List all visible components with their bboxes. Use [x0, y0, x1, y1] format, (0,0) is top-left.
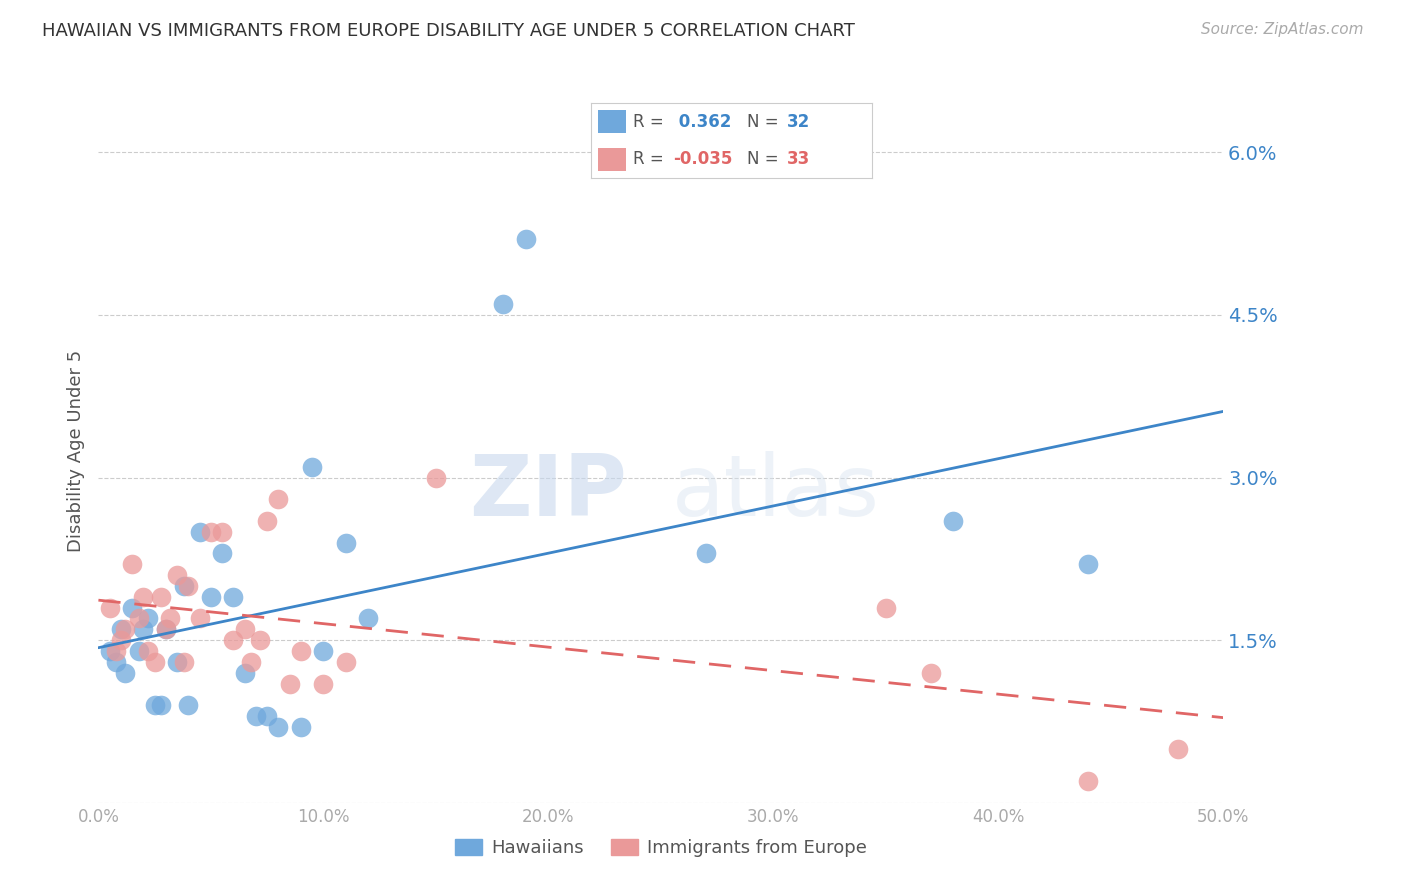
- Point: [188, 524, 211, 539]
- Text: N =: N =: [747, 151, 783, 169]
- Bar: [598, 111, 626, 133]
- Point: [312, 644, 335, 658]
- Point: [166, 568, 188, 582]
- Point: [128, 644, 150, 658]
- Text: N =: N =: [747, 112, 783, 130]
- Point: [222, 590, 245, 604]
- Point: [114, 623, 136, 637]
- Point: [105, 644, 128, 658]
- Point: [301, 459, 323, 474]
- Point: [290, 720, 312, 734]
- Point: [312, 676, 335, 690]
- Point: [278, 676, 301, 690]
- Text: 32: 32: [787, 112, 811, 130]
- Point: [155, 623, 177, 637]
- Point: [155, 623, 177, 637]
- Point: [875, 600, 897, 615]
- Point: [920, 665, 942, 680]
- Point: [143, 655, 166, 669]
- Point: [150, 590, 173, 604]
- Point: [267, 492, 290, 507]
- Point: [166, 655, 188, 669]
- Point: [132, 590, 155, 604]
- Point: [110, 623, 132, 637]
- Point: [136, 611, 159, 625]
- Text: R =: R =: [633, 112, 669, 130]
- Point: [150, 698, 173, 713]
- Point: [200, 524, 222, 539]
- Y-axis label: Disability Age Under 5: Disability Age Under 5: [66, 350, 84, 551]
- Point: [240, 655, 263, 669]
- Point: [188, 611, 211, 625]
- Text: Source: ZipAtlas.com: Source: ZipAtlas.com: [1201, 22, 1364, 37]
- Point: [335, 655, 357, 669]
- Point: [121, 600, 143, 615]
- Point: [492, 297, 515, 311]
- Point: [1077, 774, 1099, 789]
- Point: [177, 698, 200, 713]
- Point: [249, 633, 271, 648]
- Point: [290, 644, 312, 658]
- Point: [695, 546, 717, 560]
- Point: [110, 633, 132, 648]
- Point: [256, 514, 278, 528]
- Point: [132, 623, 155, 637]
- Legend: Hawaiians, Immigrants from Europe: Hawaiians, Immigrants from Europe: [447, 831, 875, 864]
- Point: [1077, 558, 1099, 572]
- Point: [200, 590, 222, 604]
- Point: [128, 611, 150, 625]
- Point: [222, 633, 245, 648]
- Point: [233, 623, 256, 637]
- Point: [335, 535, 357, 549]
- Text: 33: 33: [787, 151, 811, 169]
- Point: [105, 655, 128, 669]
- Point: [942, 514, 965, 528]
- Text: ZIP: ZIP: [470, 451, 627, 534]
- Bar: [598, 148, 626, 171]
- Point: [98, 600, 121, 615]
- Point: [211, 546, 233, 560]
- Point: [121, 558, 143, 572]
- Point: [114, 665, 136, 680]
- Point: [177, 579, 200, 593]
- Point: [1167, 741, 1189, 756]
- Point: [143, 698, 166, 713]
- Point: [357, 611, 380, 625]
- Text: -0.035: -0.035: [673, 151, 733, 169]
- Point: [256, 709, 278, 723]
- Point: [425, 470, 447, 484]
- Point: [515, 232, 537, 246]
- Text: R =: R =: [633, 151, 669, 169]
- Point: [211, 524, 233, 539]
- Point: [267, 720, 290, 734]
- Text: 0.362: 0.362: [673, 112, 733, 130]
- Point: [173, 579, 195, 593]
- Point: [233, 665, 256, 680]
- Point: [245, 709, 267, 723]
- Point: [159, 611, 181, 625]
- Text: HAWAIIAN VS IMMIGRANTS FROM EUROPE DISABILITY AGE UNDER 5 CORRELATION CHART: HAWAIIAN VS IMMIGRANTS FROM EUROPE DISAB…: [42, 22, 855, 40]
- Text: atlas: atlas: [672, 451, 880, 534]
- Point: [98, 644, 121, 658]
- Point: [136, 644, 159, 658]
- Point: [173, 655, 195, 669]
